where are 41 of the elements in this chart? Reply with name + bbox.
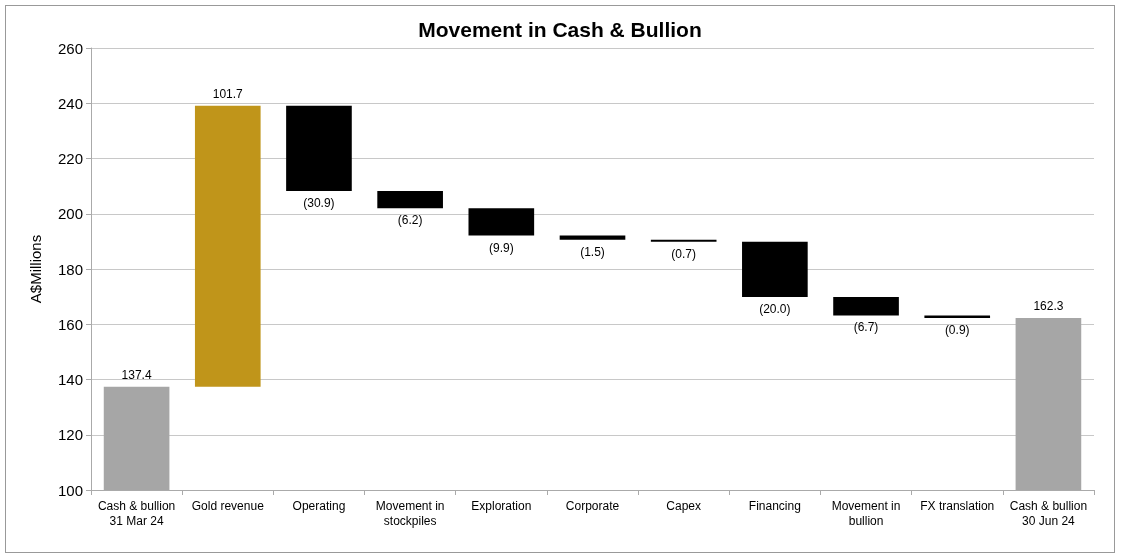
bar [286, 105, 352, 192]
bar [559, 235, 626, 240]
y-tick-label: 240 [57, 94, 83, 112]
bar [194, 105, 261, 387]
bar [742, 241, 808, 297]
data-label: (6.2) [397, 213, 423, 228]
x-tick-label: FX translation [920, 498, 995, 513]
x-tick-label: Financing [748, 498, 801, 513]
x-tick-label: Cash & bullion 31 Mar 24 [97, 498, 176, 528]
x-tick-label: Gold revenue [191, 498, 265, 513]
y-tick-label: 120 [57, 426, 83, 444]
bar [377, 191, 443, 209]
chart-title: Movement in Cash & Bullion [418, 18, 702, 41]
data-label: (6.7) [853, 320, 879, 335]
y-tick-label: 140 [57, 371, 83, 388]
y-tick-label: 200 [57, 205, 83, 223]
bar [468, 208, 535, 236]
data-label: 101.7 [212, 86, 244, 101]
x-tick-label: Corporate [565, 498, 620, 513]
bar [924, 315, 991, 318]
x-tick-label: Movement in bullion [831, 498, 901, 528]
data-label: (0.9) [944, 322, 970, 337]
y-tick-label: 260 [57, 39, 83, 57]
bar [833, 296, 899, 316]
x-tick-label: Cash & bullion 30 Jun 24 [1009, 498, 1088, 528]
x-tick-label: Capex [666, 498, 702, 513]
data-label: (1.5) [580, 244, 605, 259]
data-label: 137.4 [121, 367, 152, 382]
data-label: 162.3 [1033, 298, 1064, 313]
y-tick-label: 180 [57, 260, 83, 278]
y-axis-title: A$Millions [27, 234, 44, 304]
data-label: (20.0) [759, 301, 791, 316]
data-label: (9.9) [488, 240, 514, 255]
y-tick-label: 220 [57, 150, 83, 167]
y-tick-label: 160 [57, 315, 83, 333]
x-tick-label: Operating [292, 498, 346, 513]
x-tick-label: Movement in stockpiles [375, 498, 445, 528]
y-tick-label: 100 [57, 481, 83, 499]
data-label: (0.7) [671, 246, 697, 261]
data-label: (30.9) [303, 196, 335, 211]
x-tick-label: Exploration [471, 498, 532, 513]
